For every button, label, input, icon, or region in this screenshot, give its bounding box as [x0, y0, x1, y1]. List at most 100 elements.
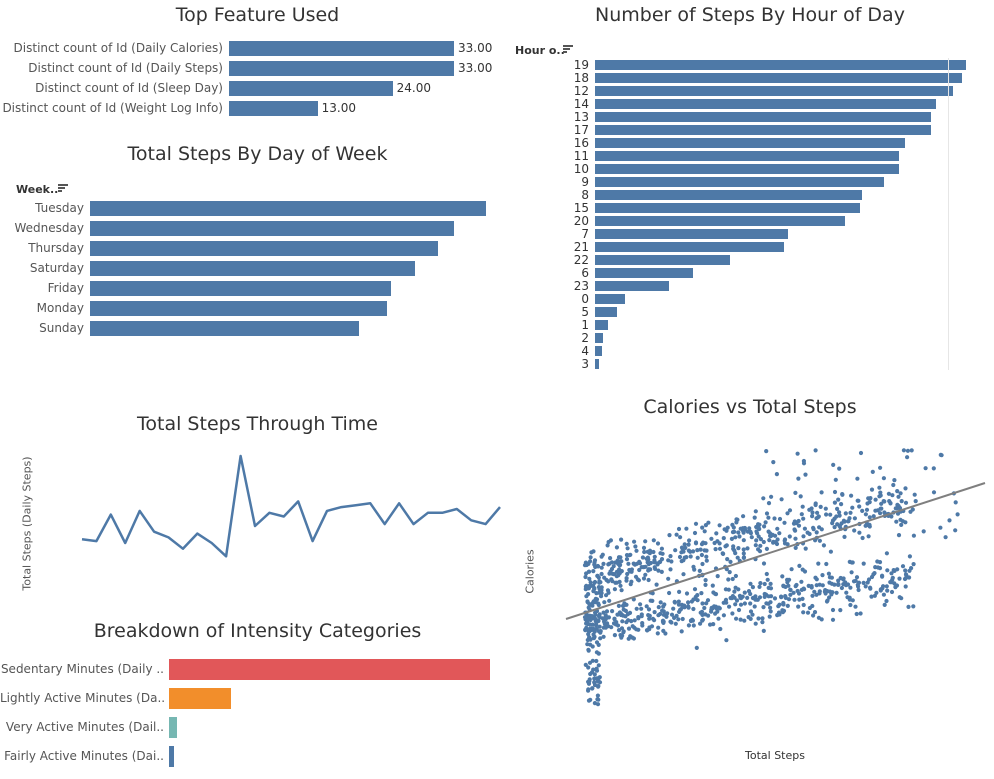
scatter-point: [793, 490, 798, 495]
scatter-point: [904, 574, 909, 579]
scatter-point: [703, 578, 708, 583]
intensity-chart-title: Breakdown of Intensity Categories: [93, 620, 422, 642]
scatter-point: [825, 598, 830, 603]
scatter-point: [742, 601, 748, 606]
scatter-point: [679, 545, 685, 550]
scatter-point: [782, 537, 788, 542]
scatter-point: [732, 589, 737, 594]
weekday-category-label: Sunday: [39, 321, 84, 335]
scatter-point: [885, 568, 890, 573]
scatter-y-axis-label: Calories: [523, 549, 537, 594]
scatter-point: [715, 539, 720, 544]
scatter-point: [590, 644, 595, 649]
scatter-point: [646, 577, 651, 583]
scatter-point: [585, 599, 590, 604]
hour-bar: [595, 112, 931, 122]
hour-sort-icon[interactable]: [563, 45, 573, 53]
scatter-point: [611, 572, 617, 577]
scatter-point: [647, 551, 653, 556]
scatter-point: [603, 625, 608, 630]
scatter-point: [897, 595, 902, 600]
scatter-point: [732, 595, 737, 600]
scatter-point: [893, 585, 898, 590]
scatter-point: [595, 573, 600, 579]
scatter-point: [766, 601, 771, 606]
hour-bar: [595, 294, 625, 304]
scatter-point: [698, 547, 703, 552]
scatter-point: [589, 614, 595, 619]
scatter-point: [588, 626, 593, 631]
scatter-point: [592, 634, 597, 639]
scatter-point: [858, 450, 864, 456]
scatter-point: [754, 538, 759, 543]
scatter-point: [807, 507, 812, 512]
hour-bar: [595, 333, 604, 343]
scatter-point: [782, 520, 787, 525]
weekday-axis-header[interactable]: Week..: [16, 183, 59, 196]
scatter-point: [729, 536, 735, 542]
scatter-point: [590, 622, 595, 627]
scatter-point: [903, 486, 908, 491]
scatter-point: [842, 534, 847, 540]
intensity-bar: [169, 717, 178, 738]
hour-axis-header[interactable]: Hour o..: [515, 44, 565, 57]
scatter-point: [739, 596, 744, 601]
scatter-point: [898, 517, 903, 522]
scatter-point: [700, 572, 705, 577]
scatter-point: [686, 548, 692, 553]
hour-bar: [595, 151, 900, 161]
scatter-point: [852, 516, 858, 521]
scatter-point: [840, 492, 845, 497]
scatter-point: [820, 583, 825, 588]
scatter-point: [764, 601, 769, 606]
scatter-point: [855, 582, 860, 587]
scatter-point: [601, 634, 606, 639]
feature-value-label: 13.00: [321, 101, 356, 115]
scatter-point: [595, 573, 600, 579]
scatter-point: [865, 580, 870, 585]
scatter-point: [745, 546, 750, 551]
scatter-point: [607, 598, 612, 603]
scatter-point: [686, 600, 691, 605]
scatter-point: [586, 688, 591, 693]
scatter-point: [592, 579, 598, 585]
scatter-point: [847, 595, 852, 600]
scatter-point: [733, 602, 738, 607]
scatter-point: [669, 612, 675, 617]
scatter-point: [881, 584, 886, 589]
scatter-point: [699, 591, 704, 596]
scatter-point: [596, 564, 601, 569]
scatter-point: [817, 538, 823, 543]
scatter-point: [644, 628, 650, 633]
scatter-point: [611, 621, 617, 626]
scatter-point: [709, 605, 714, 610]
scatter-point: [721, 613, 727, 618]
weekday-sort-icon[interactable]: [58, 184, 68, 192]
scatter-point: [848, 602, 853, 608]
scatter-point: [828, 512, 833, 517]
scatter-point: [738, 617, 743, 622]
scatter-point: [838, 608, 843, 613]
scatter-x-axis-label: Total Steps: [745, 749, 805, 762]
scatter-point: [583, 610, 588, 615]
scatter-point: [688, 618, 694, 624]
scatter-point: [615, 623, 621, 628]
scatter-point: [910, 507, 915, 512]
scatter-point: [748, 616, 753, 622]
scatter-point: [821, 543, 827, 548]
hour-category-label: 8: [581, 188, 589, 202]
scatter-point: [672, 600, 678, 605]
scatter-point: [612, 617, 617, 622]
scatter-point: [591, 583, 596, 588]
scatter-point: [589, 670, 595, 675]
scatter-point: [895, 511, 901, 516]
scatter-point: [592, 560, 597, 565]
scatter-point: [833, 477, 838, 482]
scatter-point: [626, 626, 632, 631]
scatter-point: [639, 606, 644, 611]
scatter-point: [612, 633, 618, 638]
scatter-point: [614, 569, 620, 575]
scatter-point: [757, 526, 762, 532]
scatter-point: [695, 548, 700, 553]
scatter-point: [616, 561, 621, 567]
